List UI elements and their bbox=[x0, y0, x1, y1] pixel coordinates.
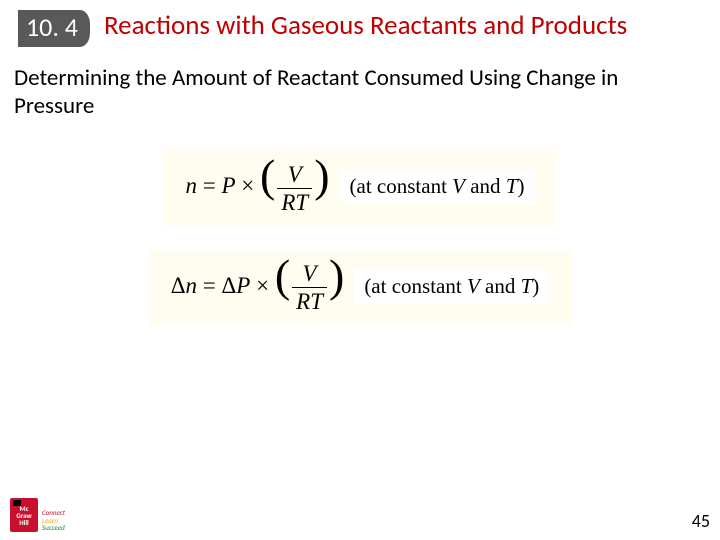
page-number: 45 bbox=[692, 510, 710, 532]
slide: 10. 4 Reactions with Gaseous Reactants a… bbox=[0, 0, 720, 540]
eq2-coef: ΔP bbox=[221, 273, 250, 298]
equation-1: n = P × (VRT) (at constant V and T) bbox=[163, 150, 556, 225]
slide-footer: Mc Graw Hill Connect Learn Succeed 45 bbox=[10, 498, 710, 532]
eq2-condition: (at constant V and T) bbox=[354, 270, 549, 303]
eq2-times: × bbox=[250, 273, 274, 298]
logo-tagline: Connect Learn Succeed bbox=[42, 509, 65, 532]
eq2-equals: = bbox=[197, 273, 221, 298]
paren-open-icon: ( bbox=[275, 250, 290, 301]
mcgrawhill-logo-icon: Mc Graw Hill bbox=[10, 498, 38, 532]
eq1-lhs: n bbox=[185, 173, 197, 198]
publisher-logo: Mc Graw Hill Connect Learn Succeed bbox=[10, 498, 65, 532]
equation-2: Δn = ΔP × (VRT) (at constant V and T) bbox=[149, 250, 572, 325]
eq1-equals: = bbox=[197, 173, 221, 198]
eq1-condition: (at constant V and T) bbox=[340, 170, 535, 203]
section-number-badge: 10. 4 bbox=[18, 10, 90, 47]
eq2-expression: Δn = ΔP × (VRT) bbox=[171, 260, 345, 313]
eq2-denominator: RT bbox=[292, 287, 327, 313]
eq2-numerator: V bbox=[299, 262, 321, 287]
eq2-fraction: VRT bbox=[292, 262, 327, 313]
slide-header: 10. 4 Reactions with Gaseous Reactants a… bbox=[0, 0, 720, 47]
eq1-expression: n = P × (VRT) bbox=[185, 160, 329, 213]
paren-close-icon: ) bbox=[329, 250, 344, 301]
equations-area: n = P × (VRT) (at constant V and T) Δn =… bbox=[0, 150, 720, 324]
slide-title: Reactions with Gaseous Reactants and Pro… bbox=[104, 10, 627, 41]
logo-line-3: Hill bbox=[19, 519, 29, 526]
eq1-numerator: V bbox=[284, 163, 306, 188]
paren-close-icon: ) bbox=[314, 150, 329, 201]
eq1-coef: P bbox=[221, 173, 235, 198]
eq1-denominator: RT bbox=[277, 188, 312, 214]
eq1-fraction: VRT bbox=[277, 163, 312, 214]
paren-open-icon: ( bbox=[260, 150, 275, 201]
tagline-succeed: Succeed bbox=[42, 524, 65, 532]
slide-subtitle: Determining the Amount of Reactant Consu… bbox=[0, 47, 720, 120]
eq1-times: × bbox=[236, 173, 260, 198]
eq2-lhs: Δn bbox=[171, 273, 197, 298]
